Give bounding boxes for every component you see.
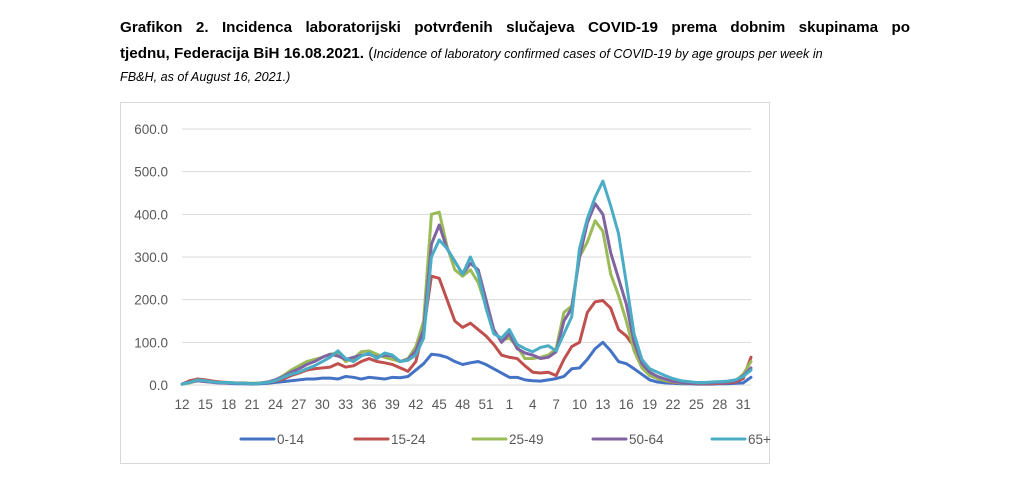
x-tick-label: 28 bbox=[712, 397, 727, 412]
line-chart: 0.0 100.0 200.0 300.0 400.0 500.0 600.0 12 15 18… bbox=[134, 122, 771, 447]
x-tick-label: 25 bbox=[689, 397, 704, 412]
legend-label-65+: 65+ bbox=[748, 432, 771, 447]
series-line-50-64 bbox=[180, 202, 753, 386]
x-tick-label: 24 bbox=[268, 397, 284, 412]
x-tick-label: 12 bbox=[174, 397, 189, 412]
x-tick-label: 1 bbox=[506, 397, 514, 412]
series-lines bbox=[180, 179, 753, 386]
y-tick-label: 0.0 bbox=[149, 378, 168, 393]
caption-english-translation: Incidence of laboratory confirmed cases … bbox=[373, 47, 823, 61]
x-tick-label: 10 bbox=[572, 397, 587, 412]
y-axis-tick-labels: 0.0 100.0 200.0 300.0 400.0 500.0 600.0 bbox=[134, 122, 168, 393]
x-tick-label: 13 bbox=[595, 397, 610, 412]
x-tick-label: 18 bbox=[221, 397, 236, 412]
x-tick-label: 19 bbox=[642, 397, 657, 412]
legend-label-15-24: 15-24 bbox=[391, 432, 426, 447]
chart-frame: 0.0 100.0 200.0 300.0 400.0 500.0 600.0 12 15 18… bbox=[120, 102, 771, 464]
x-tick-label: 15 bbox=[198, 397, 213, 412]
figure-caption: Grafikon 2. Incidenca laboratorijski pot… bbox=[120, 14, 910, 87]
series-line-65+ bbox=[180, 179, 753, 386]
caption-title-line: Grafikon 2. Incidenca laboratorijski pot… bbox=[120, 19, 910, 36]
y-tick-label: 300.0 bbox=[134, 250, 168, 265]
y-tick-label: 200.0 bbox=[134, 293, 168, 308]
x-tick-label: 4 bbox=[529, 397, 537, 412]
x-tick-label: 21 bbox=[245, 397, 260, 412]
x-tick-label: 39 bbox=[385, 397, 400, 412]
caption-second-line: tjednu, Federacija BiH 16.08.2021. (Inci… bbox=[120, 41, 910, 67]
x-tick-label: 51 bbox=[478, 397, 493, 412]
legend-label-50-64: 50-64 bbox=[629, 432, 664, 447]
x-tick-label: 33 bbox=[338, 397, 353, 412]
x-tick-label: 48 bbox=[455, 397, 470, 412]
x-tick-label: 36 bbox=[362, 397, 377, 412]
y-tick-label: 400.0 bbox=[134, 207, 168, 222]
y-tick-label: 600.0 bbox=[134, 122, 168, 137]
series-line-15-24 bbox=[180, 274, 753, 386]
x-tick-label: 30 bbox=[315, 397, 330, 412]
x-tick-label: 42 bbox=[408, 397, 423, 412]
caption-paren-open: ( bbox=[363, 45, 374, 62]
x-tick-label: 45 bbox=[432, 397, 447, 412]
y-tick-label: 100.0 bbox=[134, 335, 168, 350]
x-tick-label: 7 bbox=[552, 397, 560, 412]
legend: 0-14 15-24 25-49 50-64 65+ bbox=[239, 432, 771, 447]
x-tick-label: 27 bbox=[291, 397, 306, 412]
y-tick-label: 500.0 bbox=[134, 165, 168, 180]
legend-label-25-49: 25-49 bbox=[509, 432, 544, 447]
caption-title-date: tjednu, Federacija BiH 16.08.2021. bbox=[120, 45, 364, 62]
x-axis-tick-labels: 12 15 18 21 24 27 30 33 36 39 42 45 48 51 1 4 7 10 13 16 19 2… bbox=[174, 397, 750, 412]
series-line-25-49 bbox=[180, 210, 753, 386]
caption-english-translation-end: FB&H, as of August 16, 2021.) bbox=[120, 70, 291, 84]
gridlines bbox=[182, 128, 751, 343]
x-tick-label: 16 bbox=[619, 397, 634, 412]
x-tick-label: 22 bbox=[666, 397, 681, 412]
legend-label-0-14: 0-14 bbox=[277, 432, 305, 447]
x-tick-label: 31 bbox=[736, 397, 751, 412]
